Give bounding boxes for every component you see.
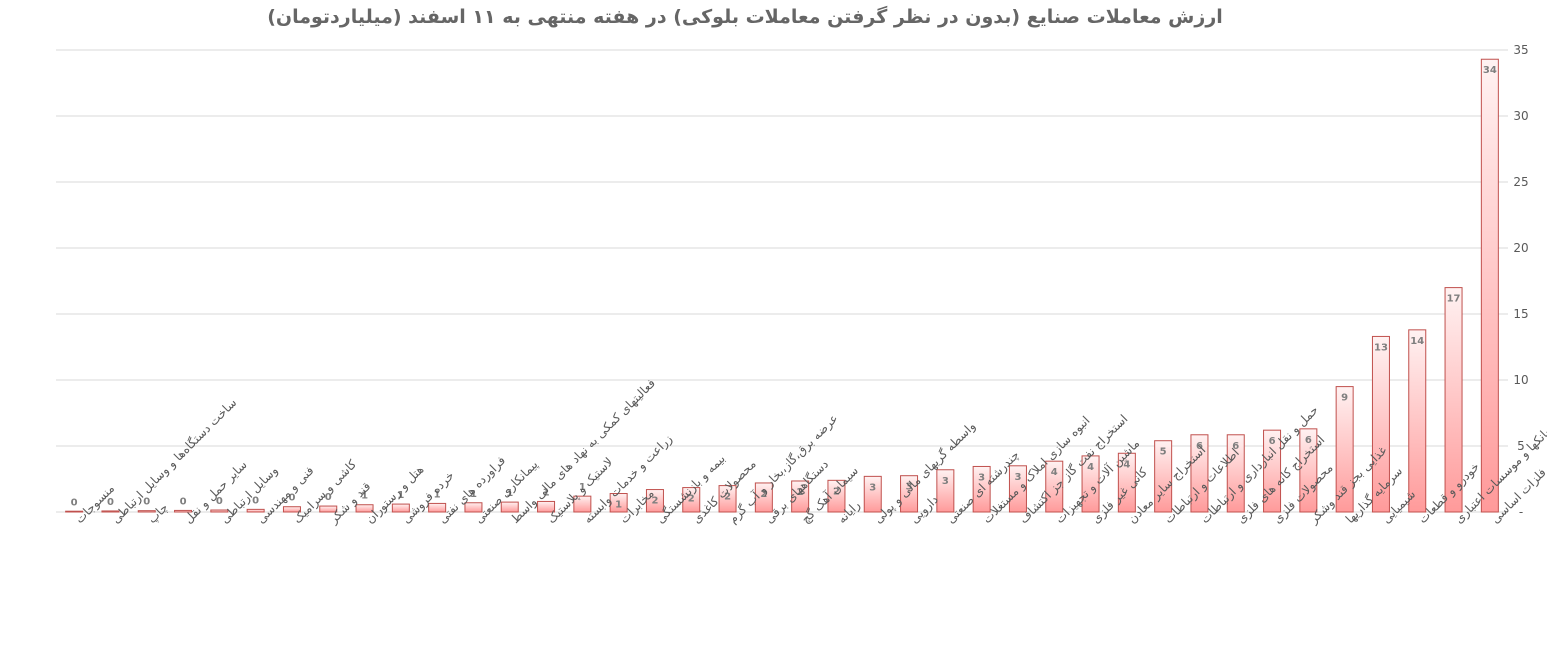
bar-9 <box>391 503 410 513</box>
bar-17 <box>682 487 701 513</box>
bar-36 <box>1371 335 1390 513</box>
x-tick-label-3: سایر حمل و نقل <box>181 458 250 527</box>
data-label-17: 2 <box>688 494 695 505</box>
y-tick-label: 30 <box>1513 109 1528 123</box>
bar-10 <box>428 502 447 513</box>
bar-5 <box>246 508 265 513</box>
data-label-19: 2 <box>760 489 767 500</box>
y-tick-label: - <box>1519 505 1523 519</box>
data-label-34: 6 <box>1305 435 1312 446</box>
data-label-32: 6 <box>1232 441 1239 452</box>
bar-24 <box>936 469 955 513</box>
data-label-31: 6 <box>1196 441 1203 452</box>
bar-35 <box>1335 386 1354 513</box>
data-label-24: 3 <box>942 476 949 487</box>
data-label-11: 1 <box>470 489 477 500</box>
data-label-8: 1 <box>361 491 368 502</box>
bar-39 <box>1480 58 1499 513</box>
data-label-16: 2 <box>651 496 658 507</box>
data-label-36: 13 <box>1374 342 1388 353</box>
bar-7 <box>319 505 338 513</box>
bar-1 <box>101 510 120 513</box>
data-label-7: 0 <box>325 492 332 503</box>
data-label-2: 0 <box>143 497 150 508</box>
data-label-26: 3 <box>1014 472 1021 483</box>
y-tick-label: 5 <box>1517 439 1525 453</box>
data-label-6: 0 <box>288 493 295 504</box>
bar-0 <box>65 510 84 513</box>
data-label-14: 1 <box>579 482 586 493</box>
data-label-35: 9 <box>1341 393 1348 404</box>
bar-30 <box>1154 440 1173 513</box>
data-label-15: 1 <box>615 500 622 511</box>
y-axis-ticks: - 5 10 15 20 25 30 35 <box>1513 43 1528 519</box>
bar-34 <box>1299 428 1318 513</box>
data-label-9: 1 <box>397 490 404 501</box>
data-label-0: 0 <box>71 497 78 508</box>
bar-26 <box>1008 465 1027 513</box>
bar-22 <box>863 475 882 513</box>
data-label-33: 6 <box>1269 436 1276 447</box>
bar-11 <box>464 502 483 513</box>
bar-23 <box>900 475 919 513</box>
bar-13 <box>537 500 556 513</box>
bar-20 <box>791 480 810 513</box>
bar-8 <box>355 504 374 513</box>
data-label-39: 34 <box>1483 65 1497 76</box>
data-label-22: 3 <box>869 482 876 493</box>
data-label-27: 4 <box>1051 467 1058 478</box>
data-label-4: 0 <box>216 496 223 507</box>
bar-18 <box>718 485 737 513</box>
bar-12 <box>500 501 519 513</box>
x-tick-label-1: ساخت دستگاه‌ها و وسایل ارتباطی <box>109 395 240 526</box>
data-label-21: 2 <box>833 486 840 497</box>
bar-14 <box>573 495 592 513</box>
bar-25 <box>972 465 991 513</box>
data-label-18: 2 <box>724 492 731 503</box>
y-tick-label: 35 <box>1513 43 1528 57</box>
data-label-3: 0 <box>180 496 187 507</box>
data-label-30: 5 <box>1160 447 1167 458</box>
bar-29 <box>1117 452 1136 513</box>
data-label-37: 14 <box>1410 336 1424 347</box>
bar-27 <box>1045 460 1064 513</box>
bar-33 <box>1263 429 1282 513</box>
data-label-20: 2 <box>797 487 804 498</box>
data-label-29: 4 <box>1123 459 1130 470</box>
data-label-23: 3 <box>906 482 913 493</box>
data-label-10: 1 <box>434 489 441 500</box>
bar-16 <box>645 489 664 513</box>
data-label-38: 17 <box>1447 294 1461 305</box>
bar-37 <box>1408 329 1427 513</box>
bar-31 <box>1190 434 1209 513</box>
bars <box>65 58 1499 513</box>
bar-19 <box>754 482 773 513</box>
data-label-28: 4 <box>1087 462 1094 473</box>
data-label-25: 3 <box>978 472 985 483</box>
bar-21 <box>827 479 846 513</box>
data-label-13: 1 <box>543 487 550 498</box>
data-label-12: 1 <box>506 488 513 499</box>
bar-15 <box>609 493 628 513</box>
chart-title: ارزش معاملات صنایع (بدون در نظر گرفتن مع… <box>267 6 1223 28</box>
bar-28 <box>1081 455 1100 513</box>
bar-32 <box>1226 434 1245 513</box>
data-label-1: 0 <box>107 497 114 508</box>
bar-4 <box>210 509 229 513</box>
bar-6 <box>282 506 301 513</box>
bar-3 <box>174 509 193 513</box>
bar-38 <box>1444 287 1463 513</box>
data-labels: 0 0 0 0 0 0 0 0 1 1 1 1 1 1 11 2 2 2 2 2 2 3 33 3 3 4 4 456 6 6 691314… <box>71 65 1497 510</box>
data-label-5: 0 <box>252 495 259 506</box>
y-tick-label: 15 <box>1513 307 1528 321</box>
y-tick-label: 20 <box>1513 241 1528 255</box>
y-tick-label: 25 <box>1513 175 1528 189</box>
bar-2 <box>137 510 156 513</box>
y-tick-label: 10 <box>1513 373 1528 387</box>
